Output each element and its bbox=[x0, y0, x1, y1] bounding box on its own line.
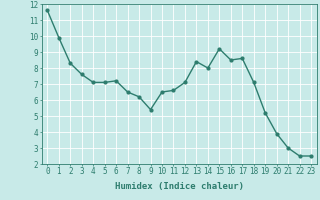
X-axis label: Humidex (Indice chaleur): Humidex (Indice chaleur) bbox=[115, 182, 244, 191]
